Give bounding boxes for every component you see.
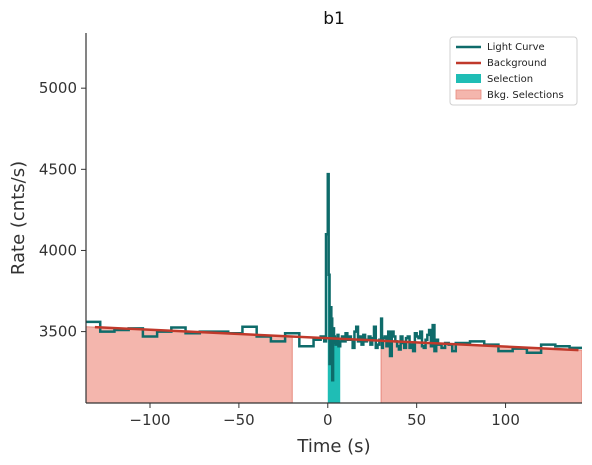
legend-bkg-selections-label: Bkg. Selections (487, 90, 564, 101)
x-tick-label: −100 (129, 411, 170, 429)
y-tick-label: 4500 (39, 160, 77, 178)
bkg-selection-layer (86, 326, 582, 403)
legend-bkg-selections-swatch (455, 89, 482, 100)
legend-light-curve-label: Light Curve (487, 42, 545, 53)
light-curve-layer (86, 172, 582, 382)
x-tick-label: 100 (491, 411, 520, 429)
y-tick-label: 4000 (39, 241, 77, 259)
x-tick-label: 50 (407, 411, 426, 429)
y-tick-label: 5000 (39, 79, 77, 97)
legend-background-label: Background (487, 58, 547, 69)
x-tick-label: −50 (223, 411, 255, 429)
x-axis-label: Time (s) (296, 436, 370, 457)
x-axis-ticks: −100 −50 0 50 100 (129, 403, 520, 429)
chart-title: b1 (323, 9, 345, 29)
legend: Light Curve Background Selection Bkg. Se… (449, 36, 578, 106)
background-fit-layer (94, 325, 579, 352)
legend-frame (449, 36, 578, 106)
bkg-selection-region-1 (380, 340, 582, 403)
legend-selection-label: Selection (487, 74, 533, 85)
legend-selection-swatch (456, 74, 481, 83)
light-curve-line (86, 172, 582, 382)
y-axis-label: Rate (cnts/s) (8, 161, 29, 275)
y-tick-label: 3500 (39, 323, 77, 341)
x-tick-label: 0 (323, 411, 333, 429)
bkg-selection-region-0 (86, 326, 293, 403)
background-fit-line (94, 325, 579, 352)
y-axis-ticks: 3500 4000 4500 5000 (39, 79, 86, 341)
